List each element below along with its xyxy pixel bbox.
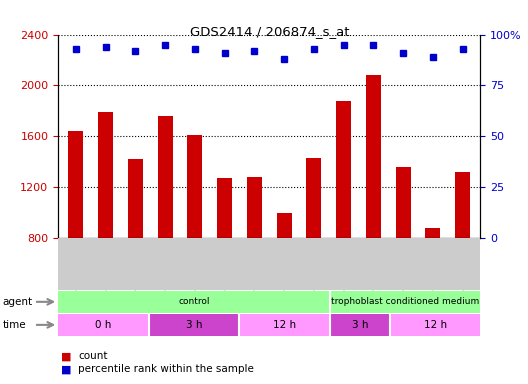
Bar <box>395 167 411 238</box>
Bar <box>217 178 232 238</box>
Text: agent: agent <box>3 297 33 307</box>
Bar <box>58 291 329 313</box>
Bar <box>158 116 173 238</box>
Text: percentile rank within the sample: percentile rank within the sample <box>78 364 254 374</box>
Bar <box>277 213 291 238</box>
Text: count: count <box>78 351 108 361</box>
Bar <box>390 314 480 336</box>
Text: 3 h: 3 h <box>186 320 202 330</box>
Bar <box>128 159 143 238</box>
Text: ■: ■ <box>61 351 71 361</box>
Text: trophoblast conditioned medium: trophoblast conditioned medium <box>331 297 479 306</box>
Text: control: control <box>178 297 210 306</box>
Text: 0 h: 0 h <box>95 320 111 330</box>
Bar <box>426 228 440 238</box>
Bar <box>187 135 202 238</box>
Bar <box>58 314 148 336</box>
Bar <box>239 314 329 336</box>
Bar <box>306 158 322 238</box>
Text: GDS2414 / 206874_s_at: GDS2414 / 206874_s_at <box>190 25 349 38</box>
Bar <box>329 291 480 313</box>
Bar <box>148 314 239 336</box>
Text: ■: ■ <box>61 364 71 374</box>
Text: 12 h: 12 h <box>423 320 447 330</box>
Bar <box>69 131 83 238</box>
Bar <box>455 172 470 238</box>
Bar <box>336 101 351 238</box>
Bar <box>329 314 390 336</box>
Bar <box>366 75 381 238</box>
Text: time: time <box>3 320 26 330</box>
Bar <box>98 112 113 238</box>
Bar <box>247 177 262 238</box>
Text: 3 h: 3 h <box>352 320 368 330</box>
Text: 12 h: 12 h <box>273 320 296 330</box>
